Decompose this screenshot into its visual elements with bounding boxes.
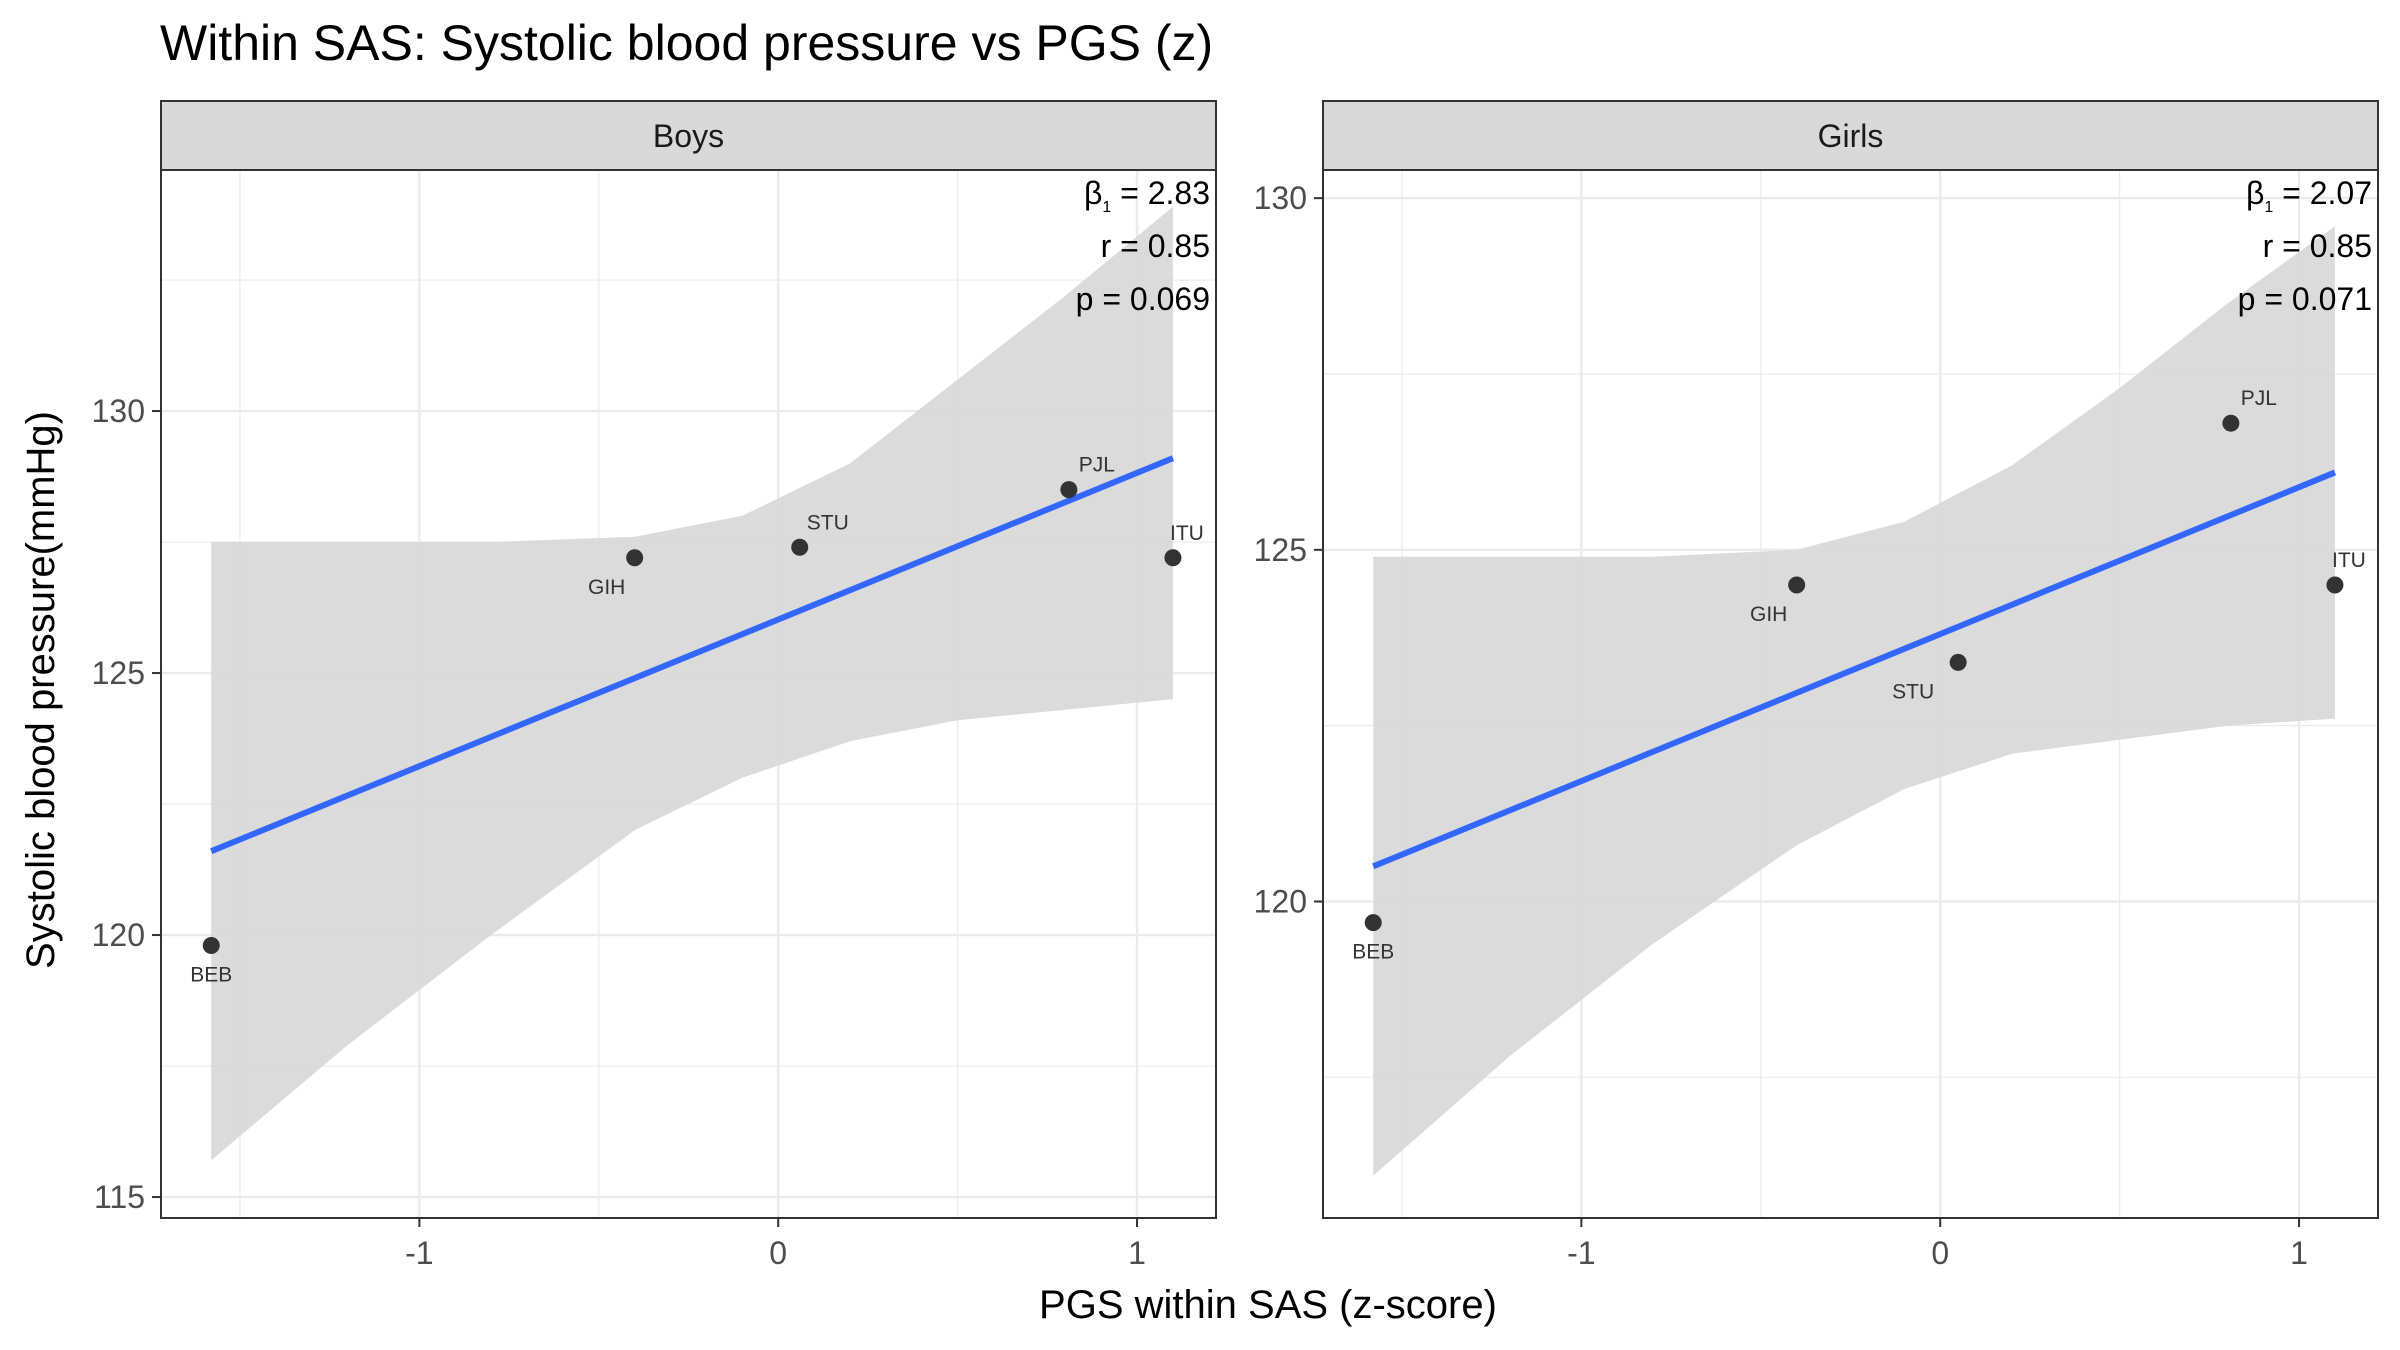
point-label-beb: BEB [190, 964, 232, 987]
stat-r: r = 0.85 [1101, 228, 1210, 264]
facet-strip [160, 100, 1217, 171]
point-label-gih: GIH [588, 576, 625, 599]
point-label-pjl: PJL [2241, 387, 2277, 410]
y-tick-label: 130 [92, 393, 145, 429]
stat-beta-value: = 2.83 [1111, 175, 1210, 211]
point-label-pjl: PJL [1079, 454, 1115, 477]
stat-beta-subscript: 1 [2264, 199, 2273, 216]
stat-beta: β1 = 2.07 [2246, 175, 2372, 216]
stat-p: p = 0.069 [1076, 281, 1210, 317]
regression-line [210, 455, 1175, 854]
data-point-gih [1788, 576, 1806, 594]
panel-border [160, 169, 1217, 1219]
stat-beta: β1 = 2.83 [1084, 175, 1210, 216]
confidence-band [1373, 226, 2335, 1176]
facet-strip-label: Boys [653, 118, 724, 154]
x-axis-title: PGS within SAS (z-score) [1039, 1283, 1497, 1327]
stat-beta-value: = 2.07 [2273, 175, 2372, 211]
regression-line [1372, 469, 2337, 870]
x-tick-label: 0 [1931, 1235, 1949, 1271]
point-label-gih: GIH [1750, 603, 1787, 626]
data-point-gih [626, 549, 644, 567]
panel-border [1322, 169, 2379, 1219]
x-tick-label: -1 [1567, 1235, 1595, 1271]
y-tick-label: 120 [92, 917, 145, 953]
data-point-pjl [2222, 414, 2240, 432]
x-tick-label: 1 [2290, 1235, 2308, 1271]
stat-beta-symbol: β [1084, 175, 1102, 211]
point-label-stu: STU [807, 511, 849, 534]
y-axis-title: Systolic blood pressure(mmHg) [19, 411, 63, 969]
point-label-stu: STU [1892, 680, 1934, 703]
point-label-itu: ITU [2332, 549, 2366, 572]
x-tick-label: -1 [405, 1235, 433, 1271]
facet-strip-label: Girls [1818, 118, 1884, 154]
data-point-stu [1949, 653, 1967, 671]
point-label-itu: ITU [1170, 522, 1204, 545]
data-point-beb [202, 937, 220, 955]
data-point-stu [791, 538, 809, 556]
confidence-band [211, 206, 1173, 1161]
x-tick-label: 0 [769, 1235, 787, 1271]
y-tick-label: 120 [1254, 883, 1307, 919]
x-tick-label: 1 [1128, 1235, 1146, 1271]
stat-r: r = 0.85 [2263, 228, 2372, 264]
point-label-beb: BEB [1352, 941, 1394, 964]
stat-beta-symbol: β [2246, 175, 2264, 211]
y-tick-label: 130 [1254, 180, 1307, 216]
data-point-itu [2326, 576, 2344, 594]
chart-title: Within SAS: Systolic blood pressure vs P… [160, 15, 1213, 71]
facet-strip [1322, 100, 2379, 171]
stat-p: p = 0.071 [2238, 281, 2372, 317]
data-point-beb [1364, 914, 1382, 932]
y-tick-label: 125 [92, 655, 145, 691]
y-tick-label: 115 [94, 1179, 145, 1215]
stat-beta-subscript: 1 [1102, 199, 1111, 216]
data-point-pjl [1060, 481, 1078, 499]
y-tick-label: 125 [1254, 532, 1307, 568]
data-point-itu [1164, 549, 1182, 567]
